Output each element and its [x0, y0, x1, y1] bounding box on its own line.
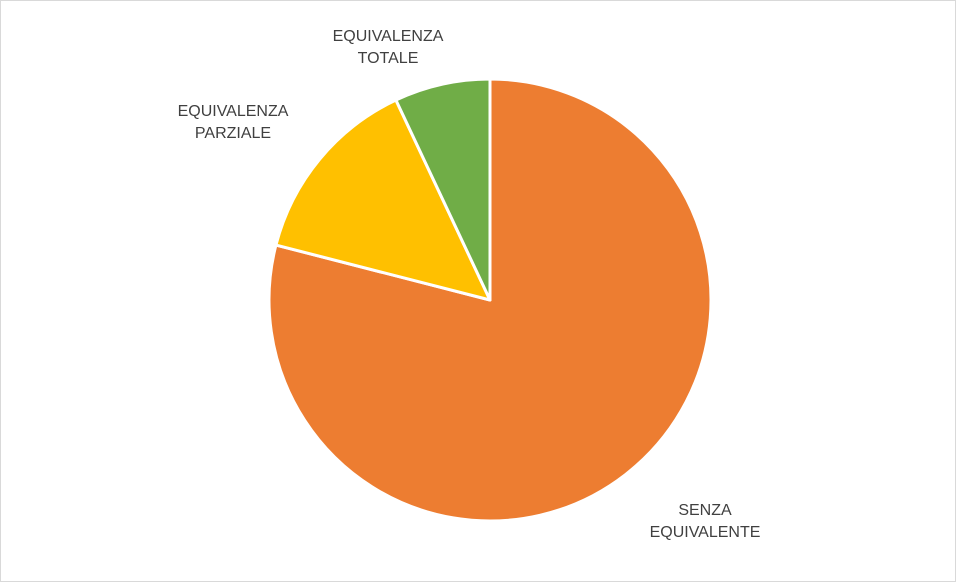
pie-slice: [394, 77, 492, 302]
slice-label: EQUIVALENZA PARZIALE: [177, 103, 289, 142]
slice-label: EQUIVALENZA TOTALE: [332, 28, 444, 67]
slice-label: SENZA EQUIVALENTE: [649, 502, 761, 541]
pie-slice: [274, 98, 492, 302]
